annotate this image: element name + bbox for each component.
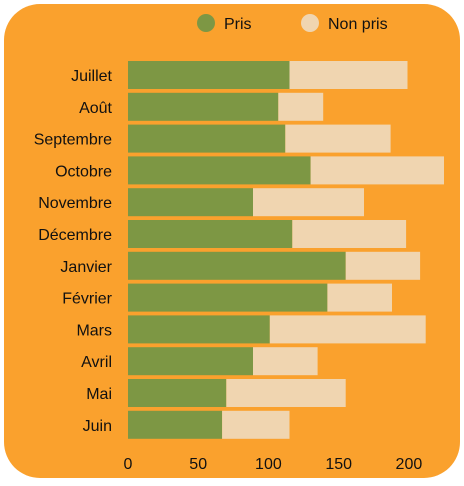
bar-non-pris-fevrier bbox=[327, 283, 392, 312]
category-label-aout: Août bbox=[79, 100, 112, 117]
bar-pris-mai bbox=[128, 379, 227, 407]
bar-non-pris-octobre bbox=[310, 156, 444, 185]
bar-non-pris-mai bbox=[226, 379, 346, 407]
category-label-janvier: Janvier bbox=[60, 259, 112, 276]
category-label-avril: Avril bbox=[81, 354, 112, 371]
category-label-decembre: Décembre bbox=[38, 227, 112, 244]
bar-non-pris-juillet bbox=[289, 61, 408, 89]
bar-non-pris-janvier bbox=[345, 251, 421, 280]
category-label-novembre: Novembre bbox=[38, 195, 112, 212]
bar-pris-aout bbox=[128, 92, 279, 121]
bar-non-pris-aout bbox=[278, 92, 324, 121]
x-tick-label-50: 50 bbox=[189, 456, 207, 473]
bar-non-pris-juin bbox=[222, 410, 290, 439]
bar-non-pris-decembre bbox=[292, 220, 407, 248]
x-tick-label-150: 150 bbox=[325, 456, 352, 473]
legend-label-non-pris: Non pris bbox=[328, 16, 388, 33]
legend-marker-pris bbox=[197, 14, 215, 32]
bar-pris-septembre bbox=[128, 124, 286, 153]
bar-non-pris-avril bbox=[253, 347, 318, 376]
x-tick-label-0: 0 bbox=[124, 456, 133, 473]
category-label-mai: Mai bbox=[86, 386, 112, 403]
bar-pris-novembre bbox=[128, 188, 253, 217]
bar-non-pris-novembre bbox=[253, 188, 364, 217]
category-label-juin: Juin bbox=[83, 418, 112, 435]
bar-pris-fevrier bbox=[128, 283, 328, 312]
legend-marker-non-pris bbox=[301, 14, 319, 32]
bar-non-pris-mars bbox=[269, 315, 426, 344]
category-label-septembre: Septembre bbox=[34, 132, 112, 149]
bar-non-pris-septembre bbox=[285, 124, 391, 153]
category-label-mars: Mars bbox=[76, 322, 112, 339]
category-label-juillet: Juillet bbox=[71, 68, 112, 85]
category-label-fevrier: Février bbox=[62, 291, 112, 308]
bar-pris-octobre bbox=[128, 156, 311, 185]
bar-pris-juillet bbox=[128, 61, 290, 89]
bar-pris-janvier bbox=[128, 251, 346, 280]
x-tick-label-200: 200 bbox=[396, 456, 423, 473]
category-label-octobre: Octobre bbox=[55, 163, 112, 180]
bar-pris-decembre bbox=[128, 220, 293, 248]
x-tick-label-100: 100 bbox=[255, 456, 282, 473]
legend-label-pris: Pris bbox=[224, 16, 252, 33]
bar-pris-juin bbox=[128, 410, 223, 439]
bar-pris-mars bbox=[128, 315, 270, 344]
bar-pris-avril bbox=[128, 347, 253, 376]
